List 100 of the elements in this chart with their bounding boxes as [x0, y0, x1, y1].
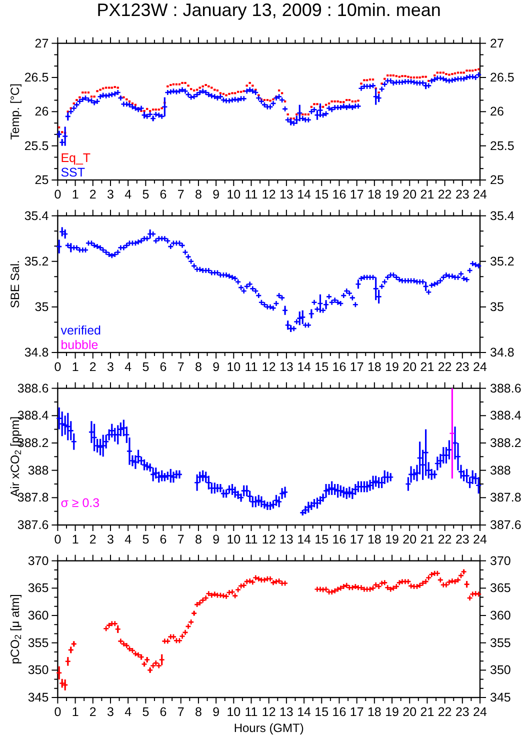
- y2-tick-label: 350: [490, 663, 511, 678]
- x-tick-label: 18: [367, 532, 382, 546]
- x-tick-label: 0: [54, 360, 62, 374]
- y-tick-label: 360: [28, 608, 49, 622]
- y-tick-label: 25: [34, 173, 49, 187]
- y-tick-label: 26: [34, 104, 49, 119]
- text: verified: [60, 324, 102, 338]
- y2-tick-label: 370: [490, 554, 511, 568]
- x-tick-label: 12: [262, 360, 276, 374]
- y2-tick-label: 35.2: [490, 254, 514, 268]
- y-tick-label: 27: [34, 36, 49, 50]
- x-tick-label: 11: [244, 705, 258, 719]
- x-tick-label: 3: [107, 188, 114, 202]
- x-tick-label: 4: [124, 188, 132, 202]
- x-tick-label: 20: [402, 532, 417, 546]
- y2-tick-label: 35.4: [490, 208, 514, 223]
- x-tick-label: 9: [212, 705, 220, 719]
- x-tick-label: 2: [89, 360, 96, 374]
- x-tick-label: 6: [160, 360, 167, 374]
- x-tick-label: 18: [367, 705, 382, 719]
- x-tick-label: 8: [194, 360, 202, 374]
- x-tick-label: 23: [455, 188, 470, 202]
- y2-tick-label: 387.6: [490, 518, 522, 532]
- y-tick-label: 34.8: [24, 346, 49, 360]
- x-tick-label: 11: [244, 188, 258, 202]
- series-label: SST: [60, 166, 86, 180]
- y-tick-label: 35.4: [24, 208, 49, 223]
- x-tick-label: 20: [402, 705, 417, 719]
- x-tick-label: 6: [160, 188, 167, 202]
- x-tick-label: 0: [54, 188, 62, 202]
- x-tick-label: 15: [314, 532, 329, 546]
- x-tick-label: 14: [297, 705, 312, 719]
- x-tick-label: 23: [455, 532, 470, 546]
- x-tick-label: 14: [297, 360, 312, 374]
- x-tick-label: 16: [332, 532, 346, 546]
- x-tick-label: 16: [332, 360, 346, 374]
- x-tick-label: 21: [420, 360, 434, 374]
- x-tick-label: 20: [402, 188, 417, 202]
- x-tick-label: 18: [367, 360, 382, 374]
- x-tick-label: 24: [473, 188, 487, 202]
- x-tick-label: 19: [385, 188, 400, 202]
- x-tick-label: 12: [262, 188, 276, 202]
- y-axis-title: SBE Sal.: [8, 260, 22, 308]
- x-tick-label: 13: [279, 705, 294, 719]
- y2-tick-label: 360: [490, 608, 511, 622]
- x-tick-label: 15: [314, 360, 329, 374]
- y2-tick-label: 388.6: [490, 381, 522, 396]
- x-tick-label: 5: [142, 705, 150, 719]
- x-tick-label: 16: [332, 188, 346, 202]
- x-tick-label: 3: [107, 705, 114, 719]
- y-axis-title: Temp. [°C]: [8, 84, 22, 140]
- x-tick-label: 17: [350, 705, 364, 719]
- y2-tick-label: 35: [490, 300, 504, 314]
- x-tick-label: 22: [438, 360, 452, 374]
- x-tick-label: 17: [350, 532, 364, 546]
- y2-tick-label: 365: [490, 581, 511, 596]
- x-tick-label: 19: [385, 705, 400, 719]
- x-tick-label: 23: [455, 360, 470, 374]
- x-tick-label: 6: [160, 705, 167, 719]
- x-tick-label: 21: [420, 188, 434, 202]
- y-tick-label: 387.8: [17, 490, 49, 505]
- y-tick-label: 365: [28, 581, 49, 596]
- x-tick-label: 24: [473, 705, 487, 719]
- x-tick-label: 7: [177, 532, 184, 546]
- x-tick-label: 19: [385, 360, 400, 374]
- x-tick-label: 11: [244, 532, 258, 546]
- x-tick-label: 17: [350, 188, 364, 202]
- x-tick-label: 21: [420, 705, 434, 719]
- y2-tick-label: 27: [490, 36, 504, 50]
- x-tick-label: 7: [177, 360, 184, 374]
- x-tick-label: 14: [297, 532, 312, 546]
- x-tick-label: 10: [226, 360, 241, 374]
- x-tick-label: 7: [177, 705, 184, 719]
- x-tick-label: 19: [385, 532, 400, 546]
- x-tick-label: 7: [177, 188, 184, 202]
- y2-tick-label: 26: [490, 104, 504, 119]
- x-tick-label: 10: [226, 705, 241, 719]
- y-tick-label: 350: [28, 663, 49, 678]
- y2-tick-label: 355: [490, 636, 511, 650]
- x-tick-label: 21: [420, 532, 434, 546]
- x-tick-label: 9: [212, 532, 220, 546]
- x-tick-label: 10: [226, 532, 241, 546]
- y-tick-label: 388.6: [17, 381, 49, 396]
- chart-title: PX123W : January 13, 2009 : 10min. mean: [96, 0, 441, 20]
- x-tick-label: 11: [244, 360, 258, 374]
- x-tick-label: 17: [350, 360, 364, 374]
- x-tick-label: 23: [455, 705, 470, 719]
- x-tick-label: 5: [142, 360, 150, 374]
- x-tick-label: 1: [72, 360, 79, 374]
- x-tick-label: 10: [226, 188, 241, 202]
- x-tick-label: 22: [438, 705, 452, 719]
- y2-tick-label: 25: [490, 173, 504, 187]
- x-tick-label: 15: [314, 705, 329, 719]
- x-tick-label: 5: [142, 188, 150, 202]
- x-tick-label: 8: [194, 188, 202, 202]
- x-tick-label: 13: [279, 188, 294, 202]
- y2-tick-label: 388: [490, 463, 511, 478]
- x-tick-label: 5: [142, 532, 150, 546]
- y-tick-label: 370: [28, 554, 49, 568]
- y-tick-label: 26.5: [24, 70, 49, 84]
